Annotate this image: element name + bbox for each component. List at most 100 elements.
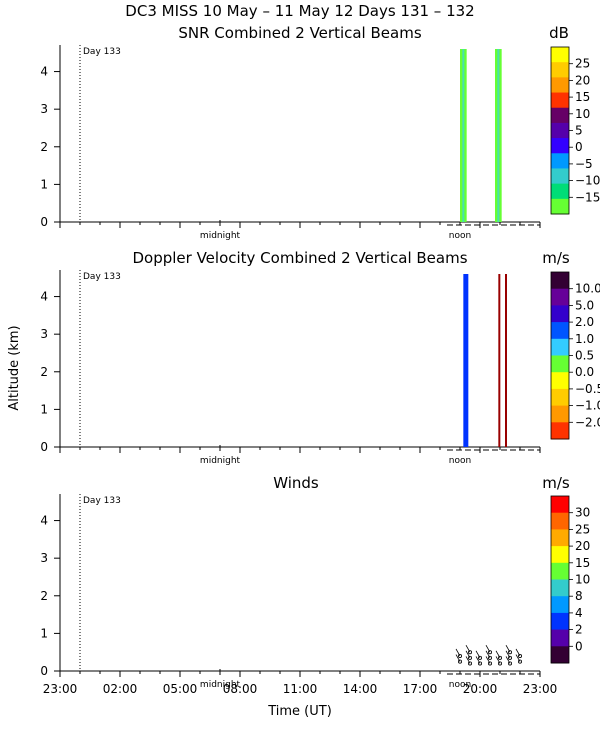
colorbar-label: 10 xyxy=(575,107,590,121)
data-column xyxy=(463,274,469,447)
colorbar-swatch xyxy=(551,422,569,440)
panel1-unit: dB xyxy=(549,24,569,42)
colorbar-label: 0.5 xyxy=(575,349,594,363)
colorbar-swatch xyxy=(551,305,569,323)
colorbar-swatch xyxy=(551,496,569,514)
colorbar-swatch xyxy=(551,405,569,423)
wind-barb xyxy=(507,655,512,660)
panel2-title: Doppler Velocity Combined 2 Vertical Bea… xyxy=(132,249,467,267)
y-axis-label: Altitude (km) xyxy=(7,325,22,410)
wind-barb xyxy=(497,661,502,666)
y-tick-label: 2 xyxy=(40,365,48,379)
colorbar-label: 20 xyxy=(575,539,590,553)
wind-barb-staff xyxy=(465,650,471,659)
panel2-unit: m/s xyxy=(542,249,570,267)
colorbar-label: 8 xyxy=(575,589,583,603)
colorbar-label: −0.5 xyxy=(575,382,600,396)
data-column xyxy=(498,274,501,447)
colorbar-label: 0 xyxy=(575,140,583,154)
colorbar-swatch xyxy=(551,62,569,78)
wind-barb-staff xyxy=(455,648,461,657)
panel1-title: SNR Combined 2 Vertical Beams xyxy=(178,24,421,42)
colorbar-swatch xyxy=(551,168,569,185)
colorbar-label: 4 xyxy=(575,606,583,620)
colorbar-swatch xyxy=(551,272,569,290)
wind-barb-staff xyxy=(505,650,511,659)
colorbar-swatch xyxy=(551,388,569,407)
colorbar-swatch xyxy=(551,355,569,373)
y-tick-label: 4 xyxy=(40,290,48,304)
wind-barb-staff xyxy=(475,650,481,659)
wind-barb xyxy=(518,659,523,664)
colorbar-label: −5 xyxy=(575,157,593,171)
colorbar: 10.0 5.0 2.0 1.0 0.5 0.0 −0.5 −1.0 −2.0 xyxy=(550,271,600,440)
y-tick-label: 2 xyxy=(40,140,48,154)
x-tick-label: 05:00 xyxy=(163,682,198,696)
colorbar-swatch xyxy=(551,122,569,139)
colorbar-swatch xyxy=(551,138,569,154)
x-tick-label: 20:00 xyxy=(463,682,498,696)
y-tick-label: 0 xyxy=(40,664,48,678)
wind-barb xyxy=(477,661,482,666)
y-tick-label: 4 xyxy=(40,65,48,79)
colorbar-swatch xyxy=(551,183,569,200)
colorbar-swatch xyxy=(551,153,569,169)
colorbar-swatch xyxy=(551,579,569,597)
y-tick-label: 3 xyxy=(40,102,48,116)
colorbar-label: −1.0 xyxy=(575,399,600,413)
colorbar-label: −15 xyxy=(575,190,600,204)
colorbar-swatch xyxy=(551,372,569,390)
wind-barb-staff xyxy=(505,644,511,653)
panel3-title: Winds xyxy=(273,474,319,492)
colorbar-label: 25 xyxy=(575,522,590,536)
wind-barb-staff xyxy=(495,650,501,659)
colorbar-label: −10 xyxy=(575,174,600,188)
y-tick-label: 3 xyxy=(40,551,48,565)
x-tick-label: 08:00 xyxy=(223,682,258,696)
colorbar-swatch xyxy=(551,529,569,547)
panel-1: 0 1 2 3 4 Day 133 midnight noon 25 20 15 10 5 0 −5 −10 −… xyxy=(40,45,600,241)
data-column-core xyxy=(462,49,465,222)
x-tick-label: 23:00 xyxy=(523,682,558,696)
y-tick-label: 1 xyxy=(40,626,48,640)
colorbar-label: 0.0 xyxy=(575,365,594,379)
wind-barb-staff xyxy=(485,656,491,664)
wind-barb-staff xyxy=(505,656,511,664)
panel-2: 0 1 2 3 4 Day 133 midnight noon 10.0 5.0 2.0 1.0 0.5… xyxy=(40,270,600,466)
midnight-label: midnight xyxy=(200,231,241,241)
colorbar-swatch xyxy=(551,612,569,631)
noon-label: noon xyxy=(449,231,471,241)
y-tick-label: 1 xyxy=(40,402,48,416)
colorbar-label: 25 xyxy=(575,57,590,71)
x-tick-label: 11:00 xyxy=(283,682,318,696)
x-tick-label: 14:00 xyxy=(343,682,378,696)
wind-barb xyxy=(497,655,502,660)
panel3-unit: m/s xyxy=(542,474,570,492)
x-tick-label: 02:00 xyxy=(103,682,138,696)
colorbar-swatch xyxy=(551,646,569,664)
colorbar-swatch xyxy=(551,107,569,124)
wind-barb-staff xyxy=(485,644,491,653)
colorbar-swatch xyxy=(551,546,569,564)
midnight-label: midnight xyxy=(200,680,241,690)
wind-barb xyxy=(518,653,523,658)
wind-barb xyxy=(507,661,512,666)
day-marker-label: Day 133 xyxy=(83,496,121,506)
colorbar-label: 2.0 xyxy=(575,315,594,329)
y-tick-label: 4 xyxy=(40,514,48,528)
colorbar-label: 20 xyxy=(575,73,590,87)
colorbar-label: 30 xyxy=(575,506,590,520)
wind-barb xyxy=(457,653,462,658)
y-tick-label: 1 xyxy=(40,177,48,191)
wind-barb xyxy=(487,661,492,666)
colorbar-label: 15 xyxy=(575,90,590,104)
wind-barb xyxy=(467,655,472,660)
colorbar-label: 10.0 xyxy=(575,282,600,296)
noon-label: noon xyxy=(449,456,471,466)
day-marker-label: Day 133 xyxy=(83,272,121,282)
colorbar-label: 5.0 xyxy=(575,298,594,312)
colorbar-swatch xyxy=(551,198,569,215)
colorbar-swatch xyxy=(551,338,569,356)
wind-barb-staff xyxy=(515,654,521,662)
